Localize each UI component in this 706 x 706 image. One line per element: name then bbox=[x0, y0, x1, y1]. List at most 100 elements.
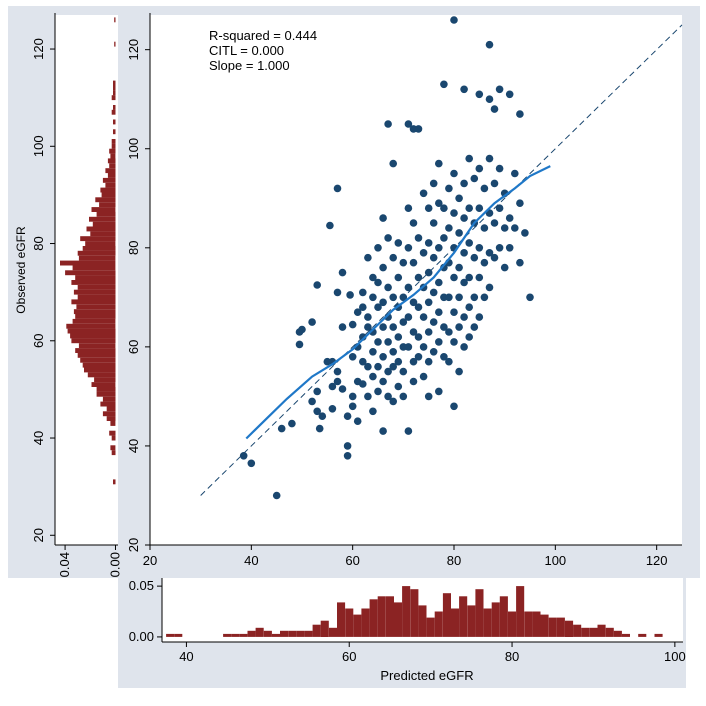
scatter-point bbox=[429, 253, 438, 262]
scatter-point bbox=[470, 253, 479, 262]
scatter-point bbox=[404, 313, 413, 321]
predicted-histogram-bar bbox=[247, 630, 256, 637]
observed-histogram-bar bbox=[70, 333, 116, 339]
scatter-point bbox=[414, 333, 423, 341]
observed-histogram-bar bbox=[113, 90, 116, 96]
scatter-point bbox=[374, 303, 382, 312]
predicted-histogram-bar bbox=[475, 589, 484, 637]
observed-histogram-bar bbox=[105, 168, 116, 174]
bottom-x-axis: 40 60 80 100 bbox=[162, 641, 686, 664]
scatter-point bbox=[359, 288, 367, 297]
scatter-point bbox=[460, 249, 468, 257]
observed-histogram-bar bbox=[84, 367, 116, 373]
observed-histogram-bar bbox=[71, 338, 116, 344]
scatter-point bbox=[429, 348, 438, 356]
scatter-point bbox=[343, 452, 352, 460]
scatter-point bbox=[440, 234, 448, 242]
observed-histogram-bar bbox=[106, 406, 116, 412]
scatter-point bbox=[521, 229, 529, 237]
observed-histogram-bar bbox=[65, 270, 116, 276]
observed-histogram-bar bbox=[113, 80, 116, 86]
scatter-point bbox=[318, 412, 327, 421]
scatter-point bbox=[505, 214, 514, 222]
scatter-point bbox=[414, 303, 423, 312]
observed-histogram-bar bbox=[94, 377, 116, 383]
scatter-point bbox=[495, 244, 504, 252]
observed-histogram-bar bbox=[109, 148, 116, 154]
scatter-point bbox=[399, 258, 408, 267]
observed-histogram-bar bbox=[90, 231, 116, 237]
main-y-tick-label: 20 bbox=[126, 538, 141, 552]
predicted-histogram-bar bbox=[288, 630, 297, 637]
predicted-histogram-bar bbox=[540, 614, 549, 637]
scatter-point bbox=[328, 405, 337, 413]
scatter-point bbox=[445, 328, 453, 336]
scatter-point bbox=[384, 392, 392, 401]
predicted-histogram-bar bbox=[337, 602, 346, 637]
predicted-histogram-bar bbox=[377, 596, 386, 637]
scatter-point bbox=[315, 424, 324, 433]
main-x-tick-label: 80 bbox=[447, 553, 461, 568]
predicted-histogram-bar bbox=[451, 608, 460, 637]
predicted-histogram-bar bbox=[524, 611, 533, 637]
observed-histogram-bar bbox=[82, 362, 116, 368]
scatter-point bbox=[475, 273, 484, 282]
scatter-points bbox=[239, 16, 534, 500]
scatter-point bbox=[389, 253, 398, 262]
scatter-point bbox=[495, 204, 504, 212]
observed-histogram-bar bbox=[92, 221, 116, 227]
scatter-point bbox=[450, 273, 458, 282]
scatter-point bbox=[511, 169, 519, 178]
scatter-point bbox=[485, 40, 494, 49]
observed-histogram-bar bbox=[100, 401, 116, 407]
scatter-point bbox=[394, 273, 403, 282]
smoothed-calibration-line bbox=[245, 165, 551, 440]
main-y-tick-label: 100 bbox=[126, 138, 141, 160]
predicted-histogram-bar bbox=[304, 630, 313, 637]
scatter-point bbox=[348, 402, 357, 411]
scatter-point bbox=[475, 204, 484, 212]
scatter-point bbox=[455, 323, 463, 331]
scatter-point bbox=[404, 120, 413, 128]
scatter-point bbox=[435, 387, 443, 396]
scatter-point bbox=[485, 283, 494, 292]
scatter-point bbox=[288, 419, 296, 428]
left-x-tick-label: 0.04 bbox=[57, 552, 72, 577]
scatter-point bbox=[384, 338, 392, 346]
scatter-point bbox=[470, 174, 479, 183]
scatter-point bbox=[348, 392, 357, 401]
observed-histogram-bar bbox=[73, 309, 116, 315]
observed-histogram-bar bbox=[111, 139, 116, 144]
scatter-point bbox=[445, 357, 453, 366]
scatter-point bbox=[374, 362, 382, 371]
scatter-point bbox=[364, 253, 372, 262]
scatter-point bbox=[419, 343, 428, 351]
observed-histogram-bar bbox=[114, 41, 116, 47]
predicted-histogram-bar bbox=[410, 589, 419, 637]
observed-histogram-bar bbox=[75, 314, 116, 319]
main-x-tick-label: 120 bbox=[646, 553, 668, 568]
scatter-point bbox=[516, 199, 524, 207]
scatter-point bbox=[295, 340, 304, 349]
predicted-histogram-bar bbox=[467, 605, 476, 637]
observed-histogram-bar bbox=[75, 275, 116, 280]
scatter-point bbox=[424, 268, 433, 277]
scatter-point bbox=[414, 353, 423, 361]
scatter-point bbox=[435, 199, 443, 207]
scatter-point bbox=[490, 253, 499, 262]
scatter-point bbox=[359, 303, 367, 312]
scatter-point bbox=[333, 377, 342, 386]
predicted-histogram-bar bbox=[369, 599, 378, 637]
scatter-point bbox=[272, 491, 281, 500]
scatter-point bbox=[475, 164, 484, 173]
scatter-point bbox=[353, 417, 362, 426]
scatter-point bbox=[424, 328, 433, 336]
scatter-point bbox=[414, 125, 423, 133]
bottom-y-axis: 0.00 0.05 bbox=[129, 578, 163, 644]
observed-histogram-bar bbox=[87, 372, 116, 378]
reference-line bbox=[200, 24, 683, 496]
scatter-point bbox=[404, 427, 413, 435]
observed-histogram-bar bbox=[113, 479, 116, 485]
predicted-histogram-bar bbox=[434, 611, 443, 637]
